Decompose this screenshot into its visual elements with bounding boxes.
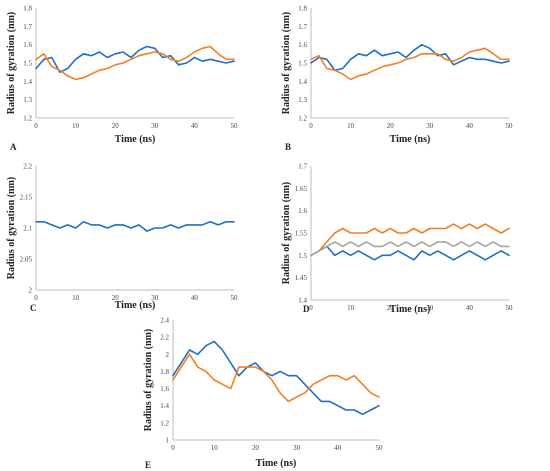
x-tick-label: 40 [191,122,199,130]
x-tick-label: 20 [112,294,120,302]
y-tick-label: 1.3 [298,96,307,104]
x-tick-label: 50 [506,304,514,312]
y-tick-label: 2.1 [23,225,32,233]
y-tick-label: 1.2 [160,419,169,427]
panel-label: A [10,142,17,152]
y-tick-label: 2 [29,287,33,295]
series-line-1 [310,245,510,261]
series-line-1 [35,220,235,232]
x-axis-title: Time (ns) [390,304,431,315]
chart-svg-b: 1.2 1.3 1.4 1.5 1.6 1.7 1.8 0 10 20 30 40 50 Time (ns… [281,5,514,153]
series-line-1 [35,45,235,73]
panel-label: D [303,304,310,314]
x-tick-label: 0 [309,122,313,130]
y-tick-label: 1.5 [298,252,307,260]
chart-panel-a: 1.2 1.3 1.4 1.5 1.6 1.7 1.8 0 10 20 30 40 50 Time (ns… [0,0,275,155]
y-tick-label: 1.2 [23,115,32,123]
y-axis-title: Radius of gyration (nm) [281,182,292,285]
x-tick-label: 0 [171,444,175,452]
y-axis-title: Radius of gyration (nm) [281,12,292,115]
x-tick-label: 50 [231,294,239,302]
y-tick-label: 1.7 [298,163,307,171]
y-axis-title: Radius of gyration (nm) [143,329,154,432]
y-axis-title: Radius of gyration (nm) [6,177,17,280]
chart-panel-d: 1.4 1.45 1.5 1.55 1.6 1.65 1.7 0 10 20 30 40 50 Time … [275,158,550,316]
y-tick-label: 1.5 [23,60,32,68]
chart-svg-c: 2 2.05 2.1 2.15 2.2 0 10 20 30 40 50 Time (ns) Radiu… [6,163,239,314]
series-line-3 [310,241,510,257]
series-line-1 [172,340,380,416]
y-tick-label: 2.2 [160,334,169,342]
series-line-2 [310,223,510,257]
x-tick-label: 10 [72,294,80,302]
x-tick-label: 30 [426,304,434,312]
x-tick-label: 0 [309,304,313,312]
x-tick-label: 30 [151,122,159,130]
y-tick-label: 1.6 [23,41,32,49]
x-tick-label: 0 [34,294,38,302]
chart-panel-b: 1.2 1.3 1.4 1.5 1.6 1.7 1.8 0 10 20 30 40 50 Time (ns… [275,0,550,155]
y-tick-label: 1.5 [298,60,307,68]
y-tick-label: 1.4 [23,78,32,86]
x-tick-label: 20 [112,122,120,130]
x-axis-title: Time (ns) [390,134,431,145]
y-tick-label: 1.65 [295,185,308,193]
chart-svg-a: 1.2 1.3 1.4 1.5 1.6 1.7 1.8 0 10 20 30 40 50 Time (ns… [6,5,239,153]
y-axis-title: Radius of gyration (nm) [6,12,17,115]
x-axis-title: Time (ns) [256,458,297,469]
x-tick-label: 10 [211,444,219,452]
y-tick-label: 1.4 [298,297,307,305]
y-tick-label: 1.6 [298,41,307,49]
y-tick-label: 1.8 [23,5,32,13]
chart-panel-e: 1 1.2 1.4 1.6 1.8 2 2.2 2.4 0 10 20 30 40 50 Time (ns)… [137,312,413,471]
x-tick-label: 20 [387,122,395,130]
y-tick-label: 1.6 [160,385,169,393]
y-tick-label: 2.4 [160,317,169,325]
y-tick-label: 2 [166,351,170,359]
x-tick-label: 0 [34,122,38,130]
y-tick-label: 1 [166,437,170,445]
x-tick-label: 10 [72,122,80,130]
y-tick-label: 1.4 [160,402,169,410]
y-tick-label: 1.4 [298,78,307,86]
x-tick-label: 50 [376,444,384,452]
chart-svg-d: 1.4 1.45 1.5 1.55 1.6 1.65 1.7 0 10 20 30 40 50 Time … [281,163,514,316]
series-line-2 [310,47,510,81]
x-tick-label: 10 [347,122,355,130]
x-tick-label: 30 [426,122,434,130]
chart-svg-e: 1 1.2 1.4 1.6 1.8 2 2.2 2.4 0 10 20 30 40 50 Time (ns)… [143,317,384,471]
y-tick-label: 2.05 [20,256,33,264]
x-axis-title: Time (ns) [115,300,156,311]
y-tick-label: 1.55 [295,230,308,238]
x-tick-label: 30 [293,444,301,452]
x-tick-label: 10 [347,304,355,312]
y-tick-label: 1.3 [23,96,32,104]
y-tick-label: 2.15 [20,194,33,202]
x-tick-label: 40 [466,122,474,130]
y-tick-label: 1.7 [23,23,32,31]
y-tick-label: 1.8 [298,5,307,13]
x-tick-label: 40 [466,304,474,312]
y-tick-label: 2.2 [23,163,32,171]
y-tick-label: 1.6 [298,207,307,215]
panel-label: C [30,303,37,313]
x-tick-label: 20 [252,444,260,452]
y-tick-label: 1.45 [295,274,308,282]
series-line-1 [310,43,510,72]
panel-label: E [145,460,151,470]
panel-label: B [285,142,291,152]
x-tick-label: 50 [231,122,239,130]
series-line-2 [35,45,235,81]
x-tick-label: 20 [387,304,395,312]
x-axis-title: Time (ns) [115,134,156,145]
y-tick-label: 1.8 [160,368,169,376]
x-tick-label: 40 [334,444,342,452]
x-tick-label: 40 [191,294,199,302]
y-tick-label: 1.2 [298,115,307,123]
y-tick-label: 1.7 [298,23,307,31]
x-tick-label: 50 [506,122,514,130]
x-tick-label: 30 [151,294,159,302]
chart-panel-c: 2 2.05 2.1 2.15 2.2 0 10 20 30 40 50 Time (ns) Radiu… [0,158,275,314]
series-line-2 [172,353,380,403]
